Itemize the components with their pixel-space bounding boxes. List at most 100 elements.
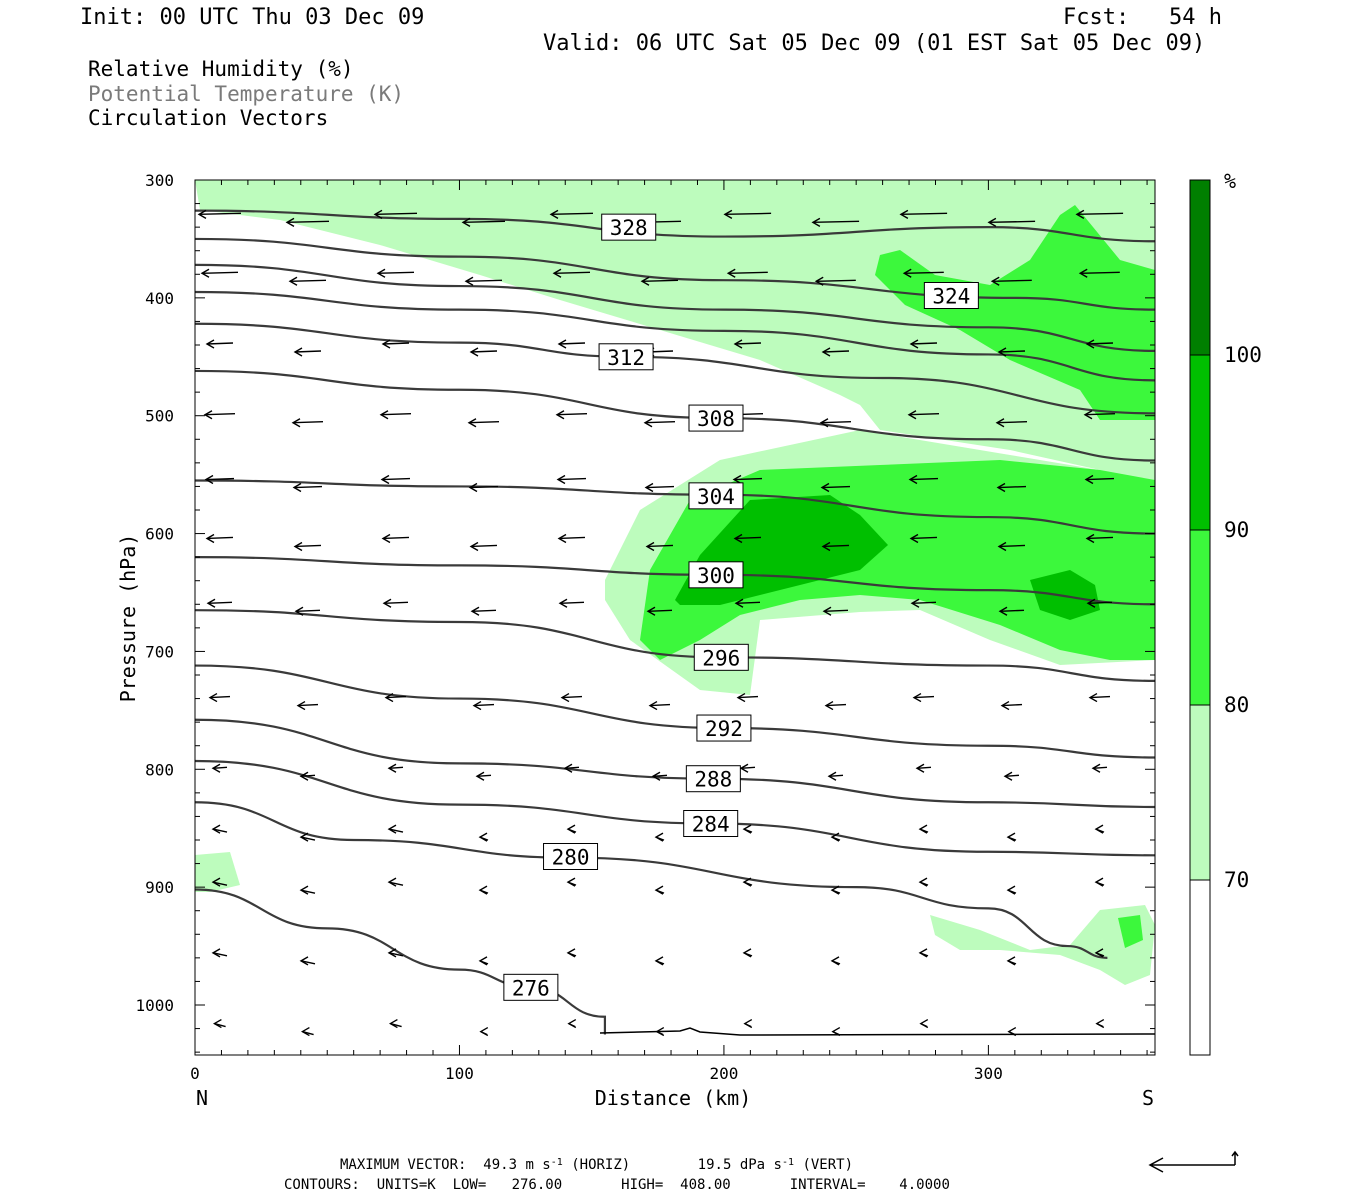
circulation-vector <box>1084 474 1115 485</box>
circulation-vector <box>387 763 404 773</box>
vector-head <box>1006 832 1016 842</box>
isentrope-label-text: 324 <box>932 285 970 309</box>
vector-shaft <box>292 421 324 424</box>
y-tick-label: 700 <box>145 642 174 661</box>
circulation-vector <box>563 763 580 773</box>
legend-circulation-vectors: Circulation Vectors <box>88 106 329 130</box>
vector-head <box>1094 824 1104 834</box>
circulation-vector <box>206 598 233 608</box>
vector-head <box>549 209 559 219</box>
isentrope-label-280: 280 <box>543 843 599 870</box>
circulation-vector <box>384 692 407 703</box>
circulation-vector <box>830 885 841 895</box>
circulation-vector <box>736 692 759 703</box>
vector-head <box>1094 948 1104 958</box>
vector-head <box>470 606 480 616</box>
vector-shaft <box>737 695 759 699</box>
circulation-vector <box>644 482 675 493</box>
circulation-vector <box>293 347 322 357</box>
vector-shaft <box>465 279 503 282</box>
horiz-unit: (HORIZ) <box>571 1157 631 1173</box>
isentrope-label-304: 304 <box>688 482 744 510</box>
colorbar-label-80: 80 <box>1224 693 1249 717</box>
circulation-vector <box>987 217 1036 227</box>
vector-head <box>640 276 650 286</box>
vector-head <box>742 877 752 887</box>
colorbar: % 100 90 80 70 <box>1189 169 1262 1056</box>
vector-shaft <box>377 271 415 274</box>
circulation-vector <box>464 276 503 286</box>
circulation-vector <box>830 832 841 842</box>
isentrope-label-text: 292 <box>705 717 743 741</box>
vector-shaft <box>822 350 850 353</box>
circulation-vector <box>909 339 938 349</box>
vector-head <box>1086 598 1096 608</box>
circulation-vector <box>285 217 330 227</box>
isentrope-label-328: 328 <box>601 213 657 241</box>
circulation-vector <box>742 824 753 834</box>
vector-shaft <box>550 212 594 216</box>
circulation-vector <box>211 877 228 887</box>
vector-head <box>203 410 213 420</box>
x-axis-title: Distance (km) <box>595 1086 752 1110</box>
vector-shaft <box>462 220 506 224</box>
circulation-vector <box>1006 956 1017 966</box>
circulation-vector <box>292 482 323 493</box>
isentrope-280 <box>195 801 1108 959</box>
isentrope-label-box <box>503 973 559 1001</box>
vector-head <box>1000 700 1010 711</box>
circulation-vector <box>478 832 489 842</box>
circulation-vector <box>907 410 940 420</box>
circulation-vector <box>811 217 860 227</box>
circulation-vector <box>299 832 316 842</box>
vector-head <box>648 700 658 711</box>
vector-head <box>1078 268 1088 278</box>
vector-head <box>558 598 568 608</box>
vector-head <box>380 474 390 485</box>
isentrope-label-text: 276 <box>512 976 550 1000</box>
vector-head <box>654 832 664 842</box>
vector-shaft <box>289 279 327 282</box>
vector-head <box>563 763 573 773</box>
vector-head <box>478 832 488 842</box>
isentrope-292 <box>195 664 1155 759</box>
vector-shaft <box>564 766 580 769</box>
vector-head <box>557 339 567 349</box>
vector-shaft <box>294 350 322 353</box>
circulation-vector <box>739 763 756 773</box>
vector-head <box>285 217 295 227</box>
vector-head <box>197 209 207 219</box>
vector-shaft <box>201 271 239 274</box>
vector-shaft <box>910 342 938 345</box>
circulation-vector <box>915 763 932 773</box>
isentrope-label-296: 296 <box>693 643 749 671</box>
circulation-vector <box>651 771 668 781</box>
isentrope-328 <box>195 209 1155 243</box>
plot-frame <box>194 179 1156 1056</box>
vector-head <box>651 771 661 781</box>
vector-shaft <box>212 828 228 833</box>
circulation-vector <box>552 268 591 278</box>
vector-shaft <box>388 881 404 886</box>
rh-70-region-lower-right <box>930 905 1155 985</box>
circulation-vector <box>558 598 585 608</box>
circulation-vector <box>387 824 404 834</box>
vector-head <box>819 418 829 428</box>
vector-head <box>211 877 221 887</box>
circulation-vector <box>567 1018 577 1029</box>
circulation-vector <box>732 474 763 485</box>
circulation-vector <box>557 339 586 349</box>
vector-shaft <box>1087 601 1113 604</box>
vector-shaft <box>996 421 1028 424</box>
vector-head <box>292 482 302 493</box>
circulation-vector <box>654 832 665 842</box>
vector-head <box>743 1018 753 1029</box>
vector-shaft <box>647 609 673 612</box>
circulation-vector <box>376 268 415 278</box>
isentrope-label-box <box>688 561 744 589</box>
vector-shaft <box>900 212 948 216</box>
y-tick-label: 300 <box>145 171 174 190</box>
vector-head <box>907 410 917 420</box>
vector-head <box>918 948 928 958</box>
vector-head <box>1085 339 1095 349</box>
